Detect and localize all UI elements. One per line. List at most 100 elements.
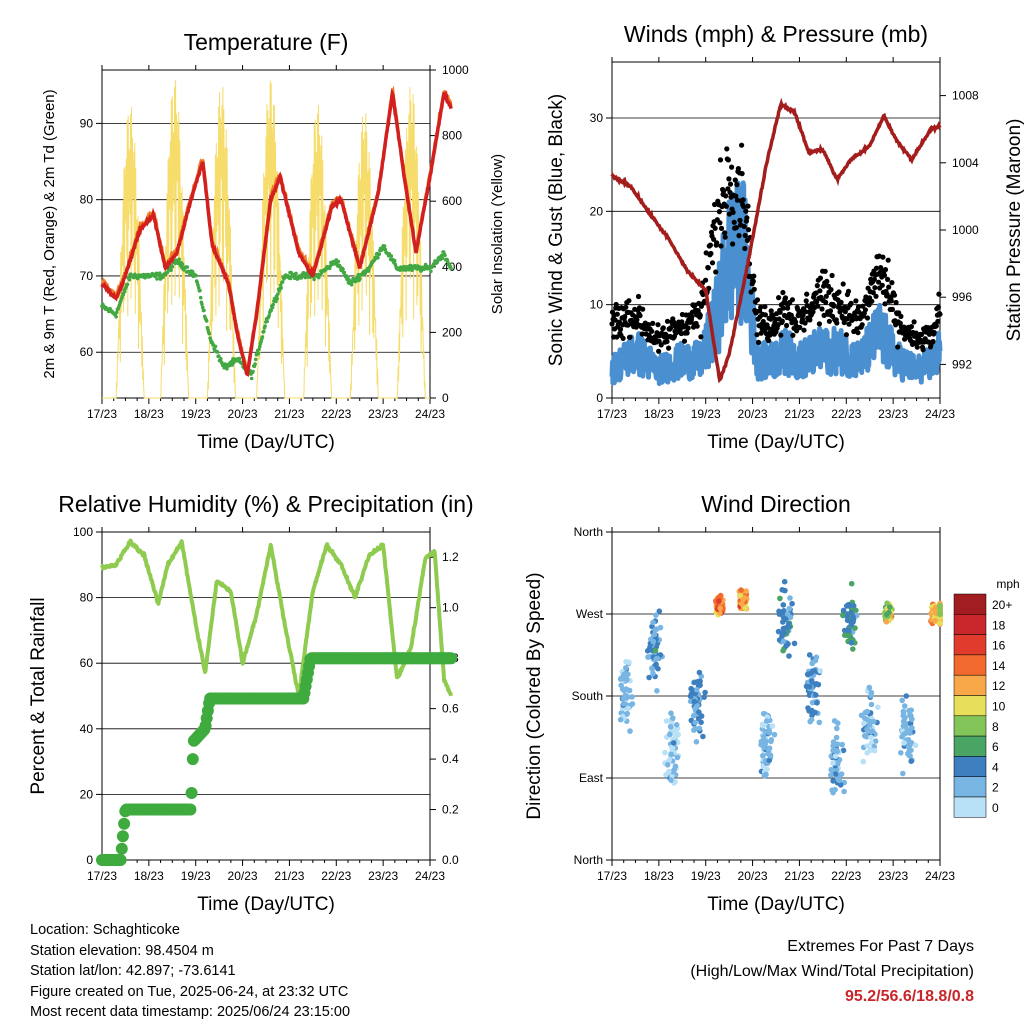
gust-point xyxy=(721,188,727,194)
gust-point xyxy=(664,318,671,324)
gust-point xyxy=(838,299,844,305)
temp-y2-tick-label: 1000 xyxy=(442,63,469,77)
gust-point xyxy=(784,322,790,329)
gust-point xyxy=(737,217,743,223)
direction-point xyxy=(663,718,670,724)
direction-point xyxy=(652,627,658,633)
direction-point xyxy=(850,603,857,609)
gust-point xyxy=(735,166,742,172)
direction-point xyxy=(656,608,663,614)
gust-point xyxy=(681,338,688,344)
gust-point xyxy=(614,311,620,317)
dewpoint-point xyxy=(253,362,257,366)
wind-y-tick-label: 0 xyxy=(596,391,603,405)
gust-point xyxy=(836,289,842,295)
gust-point xyxy=(898,313,904,319)
gust-point xyxy=(815,303,821,309)
direction-point xyxy=(817,668,823,674)
dir-x-axis-label: Time (Day/UTC) xyxy=(707,894,845,915)
gust-point xyxy=(880,254,886,260)
gust-point xyxy=(668,325,674,331)
wind-x-tick-label: 19/23 xyxy=(691,407,721,421)
dir-y-axis-label: Direction (Colored By Speed) xyxy=(524,572,545,819)
rh-y-tick-label: 0 xyxy=(86,853,93,867)
direction-point xyxy=(937,611,943,618)
dewpoint-point xyxy=(347,278,351,282)
dewpoint-point xyxy=(169,268,173,273)
rainfall-point xyxy=(116,830,129,843)
legend-swatch xyxy=(953,715,987,737)
dewpoint-point xyxy=(278,283,283,288)
gust-point xyxy=(723,203,729,209)
gust-point xyxy=(660,325,666,331)
dewpoint-point xyxy=(377,252,382,256)
dewpoint-point xyxy=(270,305,275,310)
dewpoint-point xyxy=(274,299,278,304)
direction-point xyxy=(903,693,910,699)
direction-point xyxy=(780,638,787,645)
gust-point xyxy=(855,304,862,310)
direction-point xyxy=(617,716,624,723)
direction-point xyxy=(912,742,919,749)
rh-y2-tick-label: 0.2 xyxy=(442,803,459,817)
direction-point xyxy=(844,613,850,620)
gust-point xyxy=(718,243,724,249)
gust-point xyxy=(882,267,889,273)
direction-point xyxy=(629,694,635,700)
rh-x-axis-label: Time (Day/UTC) xyxy=(197,894,335,915)
gust-point xyxy=(743,208,749,214)
gust-point xyxy=(725,157,732,163)
direction-point xyxy=(806,652,813,658)
direction-point xyxy=(900,770,906,777)
gust-point xyxy=(936,291,942,297)
dewpoint-point xyxy=(257,347,261,352)
gust-point xyxy=(870,290,876,296)
gust-point xyxy=(732,177,738,183)
direction-point xyxy=(666,768,672,775)
direction-point xyxy=(671,767,677,773)
direction-point xyxy=(808,716,815,723)
direction-point xyxy=(621,671,627,678)
dewpoint-point xyxy=(366,269,371,273)
dewpoint-point xyxy=(125,282,130,287)
direction-point xyxy=(655,665,661,672)
wind-title: Winds (mph) & Pressure (mb) xyxy=(624,21,928,47)
dewpoint-point xyxy=(445,259,450,264)
gust-point xyxy=(741,204,747,210)
legend-label: 4 xyxy=(992,760,999,774)
rainfall-point xyxy=(114,854,127,866)
gust-point xyxy=(711,236,717,242)
temp-y2-tick-label: 0 xyxy=(442,391,449,405)
rh-x-tick-label: 17/23 xyxy=(87,869,117,883)
direction-point xyxy=(848,640,855,646)
direction-point xyxy=(789,600,795,607)
gust-point xyxy=(860,303,866,309)
direction-point xyxy=(937,606,943,612)
direction-point xyxy=(787,614,794,621)
dewpoint-point xyxy=(439,253,444,258)
direction-point xyxy=(693,739,700,745)
gust-point xyxy=(778,332,784,338)
dir-x-tick-label: 23/23 xyxy=(878,869,908,883)
wind-y2-axis-label: Station Pressure (Maroon) xyxy=(1004,119,1024,342)
dewpoint-point xyxy=(280,280,285,284)
temp-y2-tick-label: 600 xyxy=(442,194,462,208)
direction-point xyxy=(864,708,870,715)
direction-point xyxy=(830,760,836,766)
direction-point xyxy=(899,697,905,704)
legend-swatch xyxy=(953,796,987,818)
direction-point xyxy=(662,749,668,756)
rh-x-tick-label: 23/23 xyxy=(368,869,398,883)
direction-point xyxy=(836,777,843,784)
gust-point xyxy=(931,329,937,336)
gust-point xyxy=(882,301,888,307)
dir-title: Wind Direction xyxy=(701,491,851,517)
direction-point xyxy=(831,718,838,724)
rh-x-tick-label: 20/23 xyxy=(228,869,258,883)
dewpoint-point xyxy=(317,275,321,280)
rh-x-tick-label: 21/23 xyxy=(274,869,304,883)
station-elevation: Station elevation: 98.4504 m xyxy=(30,942,214,959)
direction-point xyxy=(624,710,630,717)
direction-point xyxy=(692,719,698,726)
direction-point xyxy=(621,687,627,694)
